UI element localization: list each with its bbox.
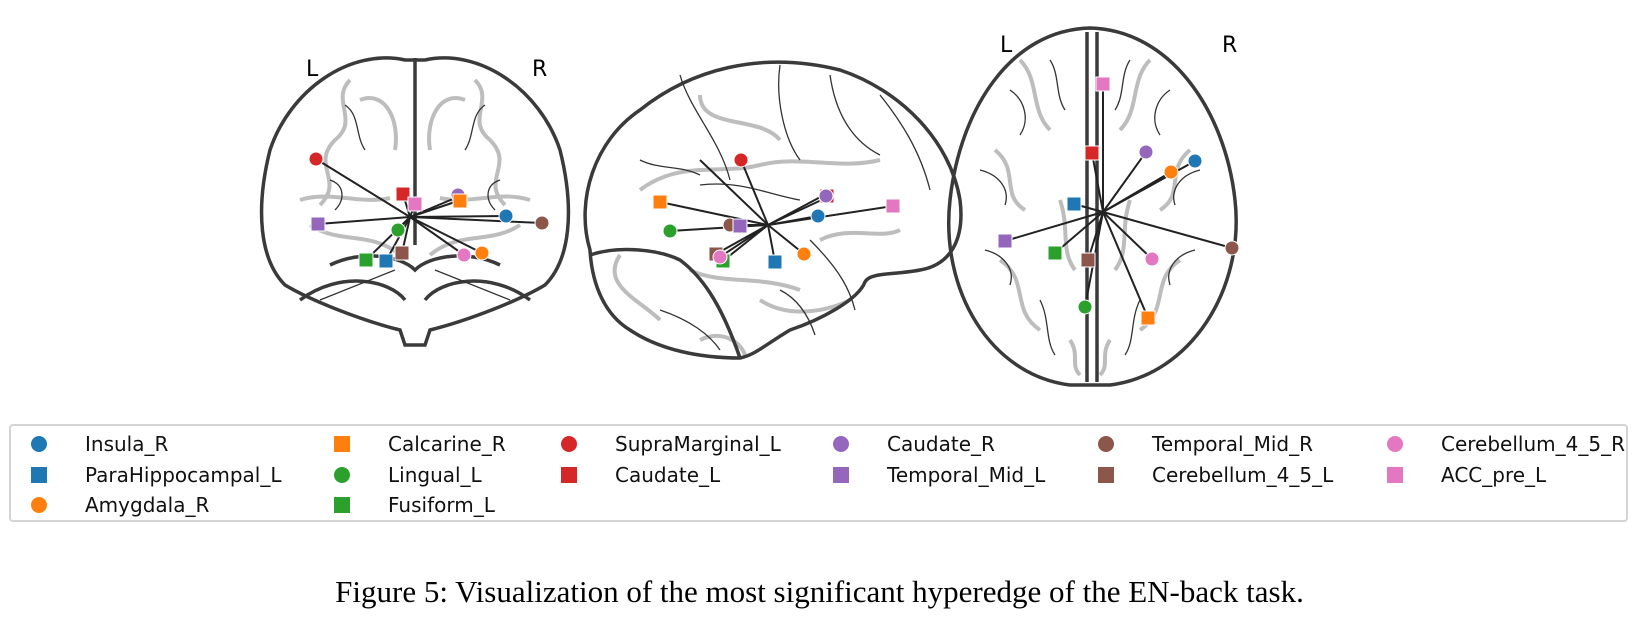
legend-marker [1387,467,1403,483]
axial-left-label: L [1000,33,1013,58]
coronal-node-cerebellum-4-5-l [394,245,410,261]
legend-item-cerebellum-4-5-r: Cerebellum_4_5_R [1387,432,1625,456]
axial-node-lingual-l [1077,299,1093,315]
sagittal-node-cerebellum-4-5-r [712,249,728,265]
axial-node-temporal-mid-r [1224,240,1240,256]
legend-item-amygdala-r: Amygdala_R [31,493,209,517]
legend-item-lingual-l: Lingual_L [334,463,482,487]
coronal-node-temporal-mid-l [310,216,326,232]
coronal-node-acc-pre-l [407,196,423,212]
sagittal-edges [659,159,894,263]
axial-node-cerebellum-4-5-r [1144,251,1160,267]
legend-marker [1387,436,1403,452]
coronal-sulci [319,104,511,301]
axial-node-temporal-mid-l [997,233,1013,249]
legend-label: ACC_pre_L [1441,463,1547,487]
sagittal-view [583,60,963,360]
sagittal-node-calcarine-r [652,194,668,210]
legend-marker [561,467,577,483]
legend-item-insula-r: Insula_R [31,432,168,456]
legend-marker [833,436,849,452]
sagittal-node-acc-pre-l [885,198,901,214]
legend-label: SupraMarginal_L [615,432,781,456]
legend-item-calcarine-r: Calcarine_R [334,432,506,456]
sagittal-node-caudate-r [818,188,834,204]
axial-nodes [997,76,1240,326]
coronal-node-insula-r [498,208,514,224]
sagittal-gray-folds [612,94,901,356]
axial-gray-folds [993,58,1192,377]
axial-node-fusiform-l [1047,245,1063,261]
legend-label: Temporal_Mid_R [1152,432,1313,456]
axial-right-label: R [1222,33,1237,58]
legend-label: Cerebellum_4_5_L [1152,463,1334,487]
legend-marker [1098,467,1114,483]
coronal-node-cerebellum-4-5-r [456,247,472,263]
legend-item-temporal-mid-r: Temporal_Mid_R [1098,432,1313,456]
coronal-node-supramarginal-l [308,151,324,167]
coronal-node-fusiform-l [358,252,374,268]
sagittal-outline [583,60,963,360]
axial-view: L R [947,26,1240,387]
legend-marker [31,497,47,513]
legend-marker [561,436,577,452]
axial-sulci [979,59,1201,356]
coronal-node-calcarine-r [452,193,468,209]
legend-label: Caudate_R [887,432,995,456]
legend-item-fusiform-l: Fusiform_L [334,493,495,517]
legend-label: Caudate_L [615,463,721,487]
coronal-left-label: L [306,57,319,82]
legend-marker [31,467,47,483]
axial-node-caudate-r [1138,144,1154,160]
legend: Insula_R ParaHippocampal_L Amygdala_R Ca… [9,424,1628,522]
legend-marker [334,436,350,452]
sagittal-node-temporal-mid-l [732,218,748,234]
axial-node-calcarine-r [1140,310,1156,326]
figure-caption: Figure 5: Visualization of the most sign… [335,574,1304,609]
legend-label: Cerebellum_4_5_R [1441,432,1625,456]
sagittal-node-amygdala-r [796,246,812,262]
legend-label: Amygdala_R [85,493,210,517]
legend-label: Insula_R [85,432,169,456]
legend-marker [334,497,350,513]
legend-label: Lingual_L [388,463,482,487]
axial-node-insula-r [1187,153,1203,169]
legend-marker [1098,436,1114,452]
brain-views: L R [259,26,1240,387]
legend-marker [833,467,849,483]
legend-item-caudate-l: Caudate_L [561,463,720,487]
sagittal-nodes [652,152,901,270]
axial-node-caudate-l [1084,145,1100,161]
coronal-view: L R [259,56,571,347]
axial-node-amygdala-r [1163,164,1179,180]
coronal-node-lingual-l [390,222,406,238]
sagittal-node-lingual-l [662,223,678,239]
sagittal-node-parahippocampal-l [767,254,783,270]
coronal-node-caudate-l [395,186,411,202]
sagittal-node-supramarginal-l [733,152,749,168]
legend-marker [31,436,47,452]
coronal-right-label: R [532,57,547,82]
legend-item-supramarginal-l: SupraMarginal_L [561,432,781,456]
axial-node-acc-pre-l [1095,76,1111,92]
axial-edges [1004,84,1233,319]
legend-label: ParaHippocampal_L [85,463,282,487]
legend-item-parahippocampal-l: ParaHippocampal_L [31,463,282,487]
legend-item-caudate-r: Caudate_R [833,432,995,456]
coronal-node-temporal-mid-r [534,215,550,231]
legend-label: Temporal_Mid_L [887,463,1046,487]
coronal-nodes [308,151,550,269]
coronal-node-amygdala-r [474,245,490,261]
legend-marker [334,467,350,483]
legend-item-acc-pre-l: ACC_pre_L [1387,463,1546,487]
legend-label: Calcarine_R [388,432,506,456]
sagittal-node-insula-r [810,208,826,224]
axial-outline [947,26,1238,387]
legend-label: Fusiform_L [388,493,495,517]
legend-item-cerebellum-4-5-l: Cerebellum_4_5_L [1098,463,1333,487]
legend-item-temporal-mid-l: Temporal_Mid_L [833,463,1045,487]
axial-node-cerebellum-4-5-l [1080,252,1096,268]
axial-node-parahippocampal-l [1066,196,1082,212]
coronal-node-parahippocampal-l [378,253,394,269]
